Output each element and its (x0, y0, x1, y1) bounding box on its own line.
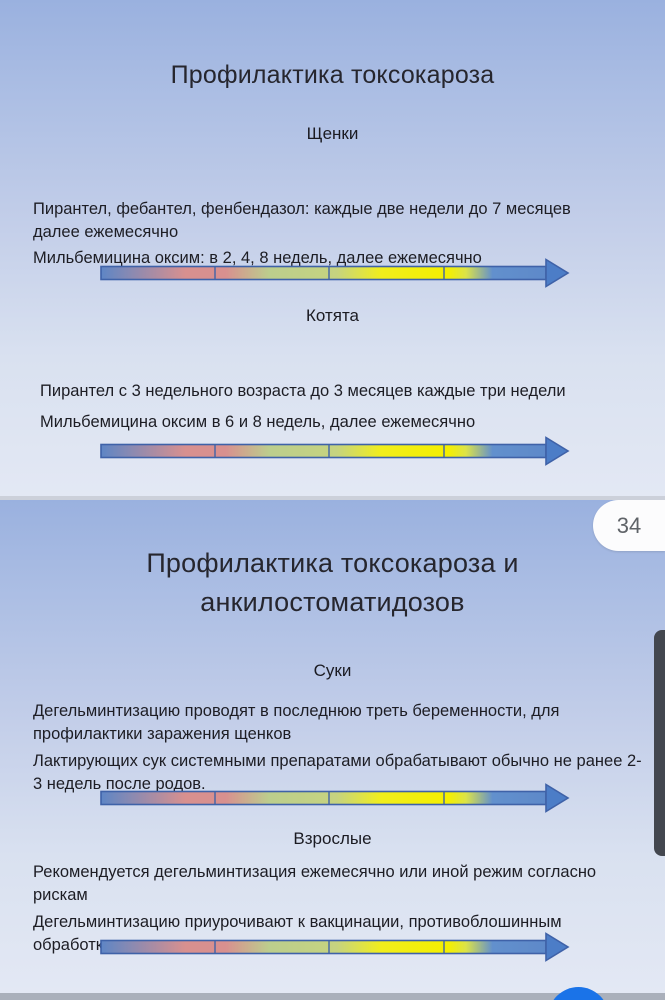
timeline-arrow-4 (100, 932, 570, 962)
slide2-paragraph-monthly: Рекомендуется дегельминтизация ежемесячн… (33, 862, 597, 904)
slide2-paragraph-deworming-pregnancy: Дегельминтизацию проводят в последнюю тр… (33, 701, 560, 743)
slide1-paragraph-kitten-milbemycin: Мильбемицина оксим в 6 и 8 недель, далее… (40, 412, 476, 431)
timeline-arrow-1 (100, 258, 570, 288)
slide-separator (0, 496, 665, 500)
slide2-heading-bitches: Суки (313, 661, 352, 681)
slide2-title-line2: анкилостоматидозов (200, 587, 465, 618)
gradient-arrow-graphic (100, 436, 570, 466)
slide1-paragraph-kitten-pyrantel: Пирантел с 3 недельного возраста до 3 ме… (40, 381, 566, 400)
slide2-title-line1: Профилактика токсокароза и (146, 548, 519, 579)
slide-1: Профилактика токсокароза Щенки Пирантел,… (0, 0, 665, 496)
scrollbar-thumb[interactable] (654, 630, 665, 856)
slide1-paragraph-pyrantel: Пирантел, фебантел, фенбендазол: каждые … (33, 199, 571, 241)
slide-2: 34 Профилактика токсокароза и анкилостом… (0, 500, 665, 993)
gradient-arrow-graphic (100, 258, 570, 288)
timeline-arrow-2 (100, 436, 570, 466)
timeline-arrow-3 (100, 783, 570, 813)
page-number-label: 34 (616, 512, 642, 538)
slide1-title: Профилактика токсокароза (170, 60, 495, 89)
gradient-arrow-graphic (100, 932, 570, 962)
next-slide-separator (0, 993, 665, 1000)
page-number-badge: 34 (593, 500, 665, 551)
slide2-title: Профилактика токсокароза и анкилостомати… (0, 544, 665, 622)
slide1-heading-kittens: Котята (305, 306, 360, 326)
slide1-paragraph-milbemycin: Мильбемицина оксим: в 2, 4, 8 недель, да… (33, 248, 482, 267)
floating-action-button[interactable] (548, 987, 609, 1000)
slide2-paragraph-lactating: Лактирующих сук системными препаратами о… (33, 751, 642, 793)
slide1-heading-puppies: Щенки (306, 124, 359, 144)
gradient-arrow-graphic (100, 783, 570, 813)
slide2-heading-adults: Взрослые (293, 829, 372, 849)
